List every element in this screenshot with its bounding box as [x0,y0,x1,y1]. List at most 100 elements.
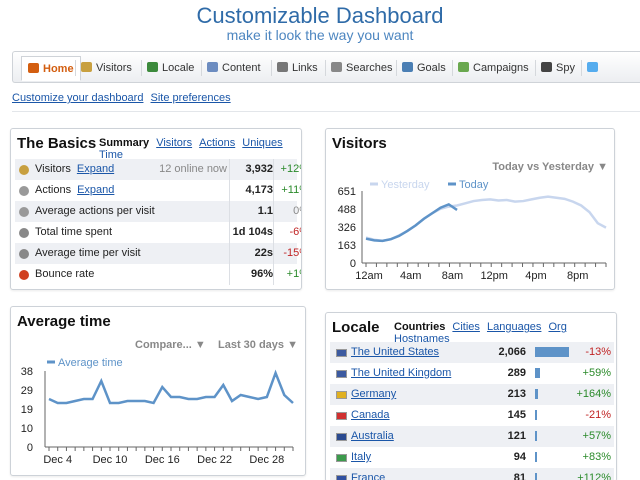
metric-value: 22s [254,247,273,259]
country-link[interactable]: Australia [351,430,394,442]
customize-dashboard-link[interactable]: Customize your dashboard [12,92,144,104]
dashboard-links: Customize your dashboard Site preference… [12,92,235,104]
share-bar [535,410,537,420]
tab-cities[interactable]: Cities [452,321,480,333]
metric-name: Actions [35,184,72,196]
tab-countries[interactable]: Countries [394,321,446,333]
y-tick-label: 0 [27,442,33,454]
divider [273,159,274,285]
share-bar [535,347,569,357]
flag-icon [336,349,347,357]
tab-visitors[interactable]: Visitors [156,137,193,149]
metric-value: 3,932 [245,163,273,175]
campaigns-icon [458,62,469,72]
chevron-down-icon: ▼ [287,339,298,351]
divider [229,159,230,285]
country-link[interactable]: The United Kingdom [351,367,452,379]
metric-label: Total time spent [35,222,112,243]
compare-label: Compare... [135,339,192,351]
x-tick-label: 4am [400,270,421,282]
metric-value: 1d 104s [232,226,273,238]
tab-label: Searches [346,62,393,74]
twitter-icon [587,62,598,72]
metric-icon [19,186,29,196]
x-tick-label: 4pm [525,270,546,282]
y-tick-label: 29 [21,385,33,397]
tab-uniques[interactable]: Uniques [242,137,283,149]
share-bar [535,431,537,441]
share-bar [535,368,540,378]
today-vs-yesterday-dropdown[interactable]: Today vs Yesterday ▼ [492,161,608,173]
metric-change: +12% [280,163,301,175]
metric-icon [19,228,29,238]
tab-label: Campaigns [473,62,529,74]
tab-goals[interactable]: Goals [402,56,446,81]
country-change: +83% [582,451,611,463]
globe-icon [147,62,158,72]
chevron-down-icon: ▼ [194,339,206,351]
goals-icon [402,62,413,72]
page-title: Customizable Dashboard [196,3,444,28]
country-link[interactable]: Germany [351,388,397,400]
avgtime-chart: 38 29 19 10 0 Dec 4 Dec 10 Dec 16 Dec 22 Dec 28 Av… [21,357,294,466]
metric-icon [19,207,29,217]
country-change: -21% [585,409,611,421]
tab-campaigns[interactable]: Campaigns [458,56,529,81]
tab-twitter[interactable] [587,56,602,81]
metric-label: Bounce rate [35,264,94,285]
site-preferences-link[interactable]: Site preferences [150,92,231,104]
country-link[interactable]: France [351,472,386,480]
tab-visitors[interactable]: Visitors [81,56,132,81]
legend-label: Average time [58,357,123,369]
locale-row: The United Kingdom 289 +59% [330,363,614,384]
tab-time[interactable]: Time [99,149,124,161]
metric-change: -15% [283,247,301,259]
country-link[interactable]: Canada [351,409,390,421]
divider [201,60,202,76]
tab-links[interactable]: Links [277,56,318,81]
tab-label: Home [43,63,74,75]
tab-label: Goals [417,62,446,74]
tab-content[interactable]: Content [207,56,261,81]
metric-name: Bounce rate [35,268,95,280]
x-tick-label: Dec 4 [43,454,72,466]
tab-languages[interactable]: Languages [486,321,542,333]
divider [325,60,326,76]
tab-actions[interactable]: Actions [199,137,236,149]
metric-icon [19,249,29,259]
country-value: 2,066 [498,346,526,358]
y-tick-label: 10 [21,423,33,435]
metric-value: 96% [250,268,273,280]
expand-link[interactable]: Expand [77,184,115,196]
y-tick-label: 0 [350,258,356,270]
tab-spy[interactable]: Spy [541,56,575,81]
basics-title: The Basics [17,135,97,152]
divider [12,111,640,112]
tab-locale[interactable]: Locale [147,56,194,81]
expand-link[interactable]: Expand [76,163,115,175]
divider [581,60,582,76]
x-tick-label: 12pm [480,270,508,282]
range-label: Last 30 days [218,339,285,351]
main-nav: Home Visitors Locale Content Links Searches Go… [12,51,640,83]
metric-change: -6% [289,226,301,238]
tab-searches[interactable]: Searches [331,56,392,81]
tab-summary[interactable]: Summary [99,137,150,149]
x-tick-label: 12am [355,270,383,282]
country-link[interactable]: The United States [351,346,440,358]
date-range-dropdown[interactable]: Last 30 days ▼ [218,339,298,351]
metric-change: +11% [281,184,301,196]
tab-home[interactable]: Home [21,56,81,81]
page-subtitle: make it look the way you want [226,27,414,43]
y-tick-label: 488 [338,204,356,216]
x-tick-label: 8am [442,270,463,282]
compare-dropdown[interactable]: Compare... ▼ [135,339,206,351]
divider [535,60,536,76]
tab-org[interactable]: Org [548,321,567,333]
basics-row: Average actions per visit 1.1 0% [15,201,301,222]
tab-label: Visitors [96,62,132,74]
country-link[interactable]: Italy [351,451,372,463]
share-bar [535,452,537,462]
metric-name: Visitors [35,163,71,175]
